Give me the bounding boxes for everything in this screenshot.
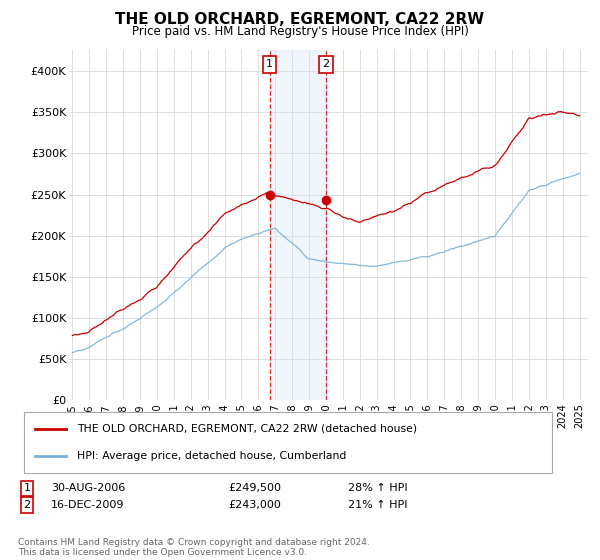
Text: THE OLD ORCHARD, EGREMONT, CA22 2RW: THE OLD ORCHARD, EGREMONT, CA22 2RW [115,12,485,27]
Text: 28% ↑ HPI: 28% ↑ HPI [348,483,407,493]
Text: 1: 1 [23,483,31,493]
Text: THE OLD ORCHARD, EGREMONT, CA22 2RW (detached house): THE OLD ORCHARD, EGREMONT, CA22 2RW (det… [77,424,417,434]
Bar [269,50,326,400]
Text: HPI: Average price, detached house, Cumberland: HPI: Average price, detached house, Cumb… [77,451,346,461]
Text: 21% ↑ HPI: 21% ↑ HPI [348,500,407,510]
Text: 16-DEC-2009: 16-DEC-2009 [51,500,125,510]
Text: 2: 2 [23,500,31,510]
Text: £249,500: £249,500 [228,483,281,493]
Text: Contains HM Land Registry data © Crown copyright and database right 2024.
This d: Contains HM Land Registry data © Crown c… [18,538,370,557]
Text: Price paid vs. HM Land Registry's House Price Index (HPI): Price paid vs. HM Land Registry's House … [131,25,469,38]
Text: 1: 1 [266,59,273,69]
Text: £243,000: £243,000 [228,500,281,510]
Text: 2: 2 [322,59,329,69]
Text: 30-AUG-2006: 30-AUG-2006 [51,483,125,493]
